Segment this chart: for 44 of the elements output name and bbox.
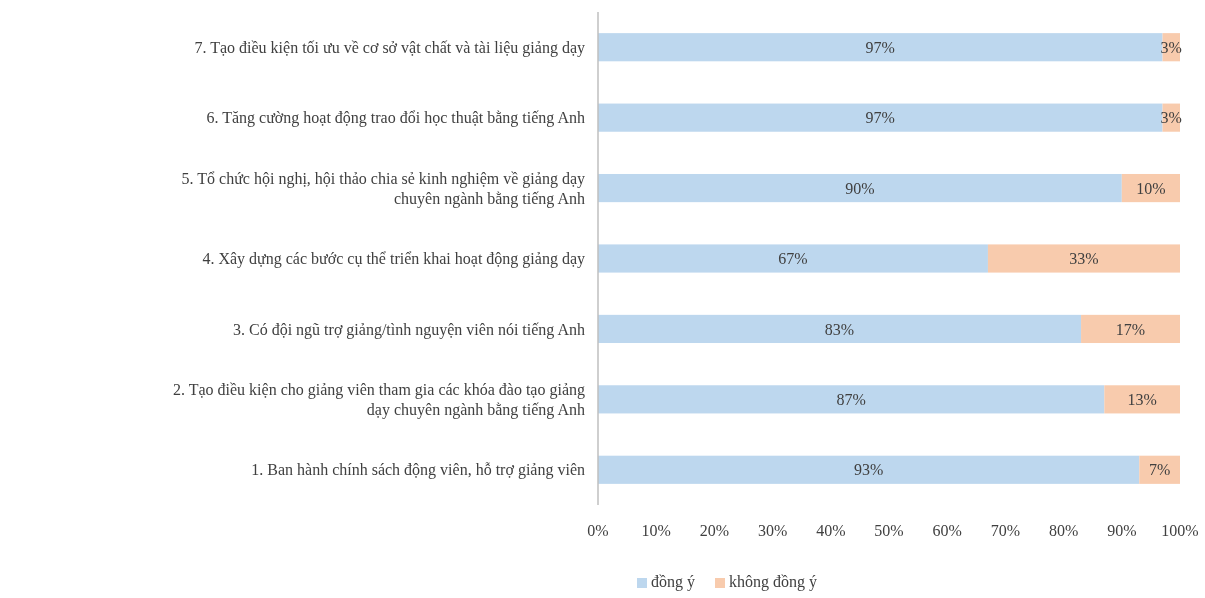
y-tick-label: 6. Tăng cường hoạt động trao đổi học thuật bằng tiếng Anh [206, 109, 585, 128]
y-tick-label: 1. Ban hành chính sách động viên, hỗ trợ giảng viên [251, 461, 585, 480]
bar [598, 455, 1140, 484]
x-tick-label: 90% [1107, 522, 1137, 539]
x-tick-label: 50% [874, 522, 904, 539]
bar [598, 385, 1105, 414]
x-tick-label: 70% [990, 522, 1021, 539]
bar [1104, 385, 1180, 414]
legend-label: không đồng ý [729, 573, 817, 591]
bar [987, 244, 1180, 273]
data-label: 13% [1127, 390, 1157, 408]
bar [598, 103, 1163, 132]
bar [598, 314, 1082, 344]
x-tick-label: 60% [932, 522, 962, 539]
data-label: 7% [1148, 461, 1171, 479]
y-tick-label: 7. Tạo điều kiện tối ưu về cơ sở vật chất và tài liệu giảng dạy [194, 38, 585, 57]
data-label: 10% [1136, 179, 1166, 197]
data-label: 3% [1160, 109, 1182, 127]
data-label: 67% [778, 250, 808, 268]
bar [598, 244, 988, 273]
data-label: 17% [1115, 320, 1146, 338]
y-tick-label: 5. Tổ chức hội nghị, hội thảo chia sẻ kinh nghiệm về giảng dạy chuyên ngành bằng tiếng Anh [181, 169, 585, 208]
data-label: 93% [853, 461, 884, 479]
bar [598, 33, 1163, 62]
data-label: 90% [845, 179, 875, 197]
bar [598, 173, 1122, 203]
x-tick-label: 10% [641, 522, 671, 539]
data-label: 97% [865, 109, 895, 127]
data-label: 83% [824, 320, 855, 338]
y-tick-label: 2. Tạo điều kiện cho giảng viên tham gia các khóa đào tạo giảng dạy chuyên ngành bằng tiếng Anh [172, 380, 585, 419]
y-tick-label: 4. Xây dựng các bước cụ thể triển khai hoạt động giảng dạy [202, 250, 585, 269]
data-label: 33% [1069, 250, 1099, 268]
data-label: 3% [1160, 38, 1182, 56]
legend-label: đồng ý [651, 573, 695, 591]
data-label: 87% [836, 390, 866, 408]
data-label: 97% [865, 38, 895, 56]
x-tick-label: 20% [699, 522, 730, 539]
x-tick-label: 80% [1048, 522, 1079, 539]
x-tick-label: 40% [816, 522, 846, 539]
x-tick-label: 0% [587, 522, 609, 539]
x-tick-label: 100% [1161, 522, 1199, 539]
y-tick-label: 3. Có đội ngũ trợ giảng/tình nguyện viên nói tiếng Anh [233, 320, 585, 339]
x-tick-label: 30% [757, 522, 788, 539]
bar [1081, 314, 1180, 344]
